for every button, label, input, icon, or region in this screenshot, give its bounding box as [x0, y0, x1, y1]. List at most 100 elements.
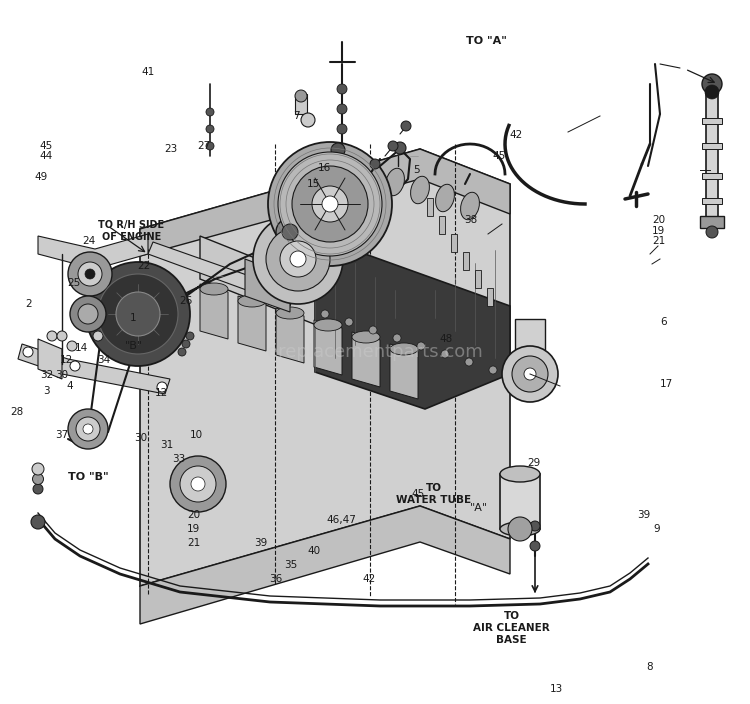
Circle shape	[370, 159, 380, 169]
Circle shape	[83, 424, 93, 434]
Text: TO "A": TO "A"	[466, 36, 506, 46]
Polygon shape	[200, 284, 228, 339]
Circle shape	[706, 226, 718, 238]
Circle shape	[47, 331, 57, 341]
Circle shape	[489, 366, 497, 374]
Text: 5: 5	[413, 165, 419, 175]
Text: 29: 29	[527, 458, 541, 468]
Text: 49: 49	[34, 172, 48, 182]
Text: 22: 22	[137, 261, 151, 271]
Polygon shape	[140, 506, 510, 624]
Circle shape	[86, 262, 190, 366]
Circle shape	[295, 90, 307, 102]
Bar	[463, 252, 469, 270]
Text: TO
WATER TUBE: TO WATER TUBE	[396, 484, 471, 505]
Text: 19: 19	[187, 524, 200, 534]
Ellipse shape	[386, 168, 404, 196]
Text: 1: 1	[130, 313, 136, 323]
Circle shape	[85, 269, 95, 279]
Text: 33: 33	[172, 454, 185, 464]
Polygon shape	[140, 149, 510, 586]
Circle shape	[32, 463, 44, 475]
Ellipse shape	[200, 283, 228, 295]
Text: 46,47: 46,47	[326, 515, 356, 524]
Text: 8: 8	[646, 662, 652, 672]
Text: 21: 21	[187, 539, 200, 548]
Circle shape	[401, 121, 411, 131]
Bar	[702, 143, 722, 149]
Text: 31: 31	[160, 440, 173, 450]
Text: 20: 20	[652, 215, 665, 225]
Circle shape	[93, 331, 103, 341]
Bar	[702, 198, 722, 204]
Circle shape	[508, 517, 532, 541]
Polygon shape	[390, 344, 418, 399]
Text: "B": "B"	[124, 341, 142, 351]
Circle shape	[530, 521, 540, 531]
Text: 6: 6	[661, 318, 667, 327]
Ellipse shape	[352, 331, 380, 343]
Circle shape	[301, 113, 315, 127]
Text: 30: 30	[134, 433, 148, 443]
Text: 30: 30	[55, 370, 68, 379]
Bar	[475, 270, 481, 288]
Polygon shape	[38, 234, 148, 269]
Text: 4: 4	[67, 381, 73, 391]
Ellipse shape	[500, 522, 540, 536]
Circle shape	[530, 541, 540, 551]
Text: TO R/H SIDE
OF ENGINE: TO R/H SIDE OF ENGINE	[98, 220, 164, 241]
Text: 45: 45	[40, 142, 53, 151]
Bar	[451, 234, 457, 252]
Bar	[427, 198, 433, 216]
Circle shape	[68, 252, 112, 296]
Polygon shape	[238, 296, 266, 351]
Text: 17: 17	[659, 379, 673, 389]
Circle shape	[290, 251, 306, 267]
Text: 15: 15	[307, 180, 320, 189]
Ellipse shape	[294, 267, 316, 301]
Circle shape	[394, 142, 406, 154]
Circle shape	[170, 456, 226, 512]
Circle shape	[331, 143, 345, 157]
Circle shape	[278, 152, 382, 256]
Polygon shape	[100, 282, 150, 314]
Circle shape	[388, 141, 398, 151]
Text: 28: 28	[10, 407, 23, 417]
Circle shape	[337, 84, 347, 94]
Circle shape	[182, 340, 190, 348]
Circle shape	[68, 409, 108, 449]
Text: 25: 25	[67, 278, 80, 288]
Text: 42: 42	[509, 130, 523, 140]
Ellipse shape	[410, 176, 430, 203]
Text: 41: 41	[142, 67, 155, 77]
Text: 39: 39	[637, 510, 650, 520]
Circle shape	[369, 326, 377, 334]
Circle shape	[31, 515, 45, 529]
Circle shape	[70, 296, 106, 332]
Circle shape	[393, 334, 401, 342]
Text: 9: 9	[653, 524, 659, 534]
Text: 37: 37	[55, 430, 68, 440]
Circle shape	[705, 85, 719, 99]
Circle shape	[206, 125, 214, 133]
Ellipse shape	[276, 307, 304, 319]
Circle shape	[76, 417, 100, 441]
Circle shape	[312, 186, 348, 222]
Circle shape	[276, 218, 304, 246]
Polygon shape	[315, 236, 510, 409]
Bar	[284, 216, 296, 236]
Circle shape	[282, 224, 298, 240]
Circle shape	[57, 331, 67, 341]
Circle shape	[292, 166, 368, 242]
Circle shape	[345, 318, 353, 326]
Ellipse shape	[238, 295, 266, 307]
Circle shape	[206, 108, 214, 116]
Polygon shape	[200, 236, 445, 379]
Text: 26: 26	[179, 296, 193, 306]
Text: 36: 36	[269, 574, 283, 584]
Text: TO
AIR CLEANER
BASE: TO AIR CLEANER BASE	[473, 611, 550, 645]
Text: ereplacementparts.com: ereplacementparts.com	[267, 343, 483, 361]
Circle shape	[465, 358, 473, 366]
Bar	[702, 173, 722, 179]
Text: 14: 14	[74, 344, 88, 353]
